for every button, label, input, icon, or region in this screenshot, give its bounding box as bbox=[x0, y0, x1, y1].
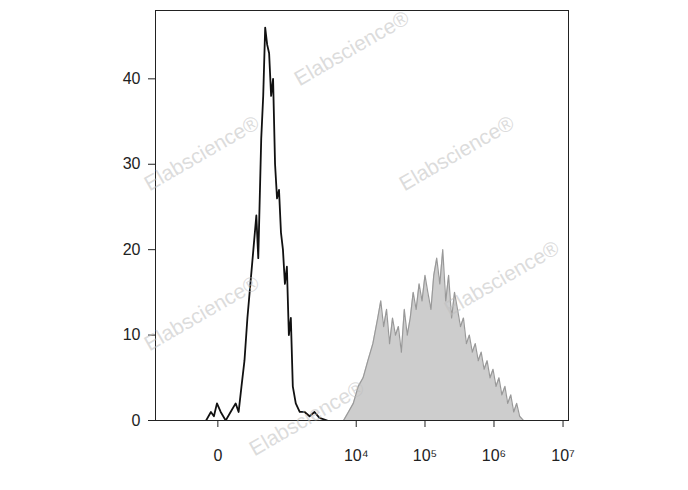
svg-text:10⁶: 10⁶ bbox=[482, 447, 506, 464]
svg-text:10⁷: 10⁷ bbox=[551, 447, 575, 464]
svg-text:40: 40 bbox=[123, 70, 141, 87]
svg-text:10⁵: 10⁵ bbox=[413, 447, 437, 464]
svg-text:30: 30 bbox=[123, 155, 141, 172]
svg-text:0: 0 bbox=[132, 412, 141, 429]
svg-text:10: 10 bbox=[123, 326, 141, 343]
svg-text:0: 0 bbox=[213, 447, 222, 464]
svg-text:10⁴: 10⁴ bbox=[344, 447, 369, 464]
svg-text:20: 20 bbox=[123, 241, 141, 258]
